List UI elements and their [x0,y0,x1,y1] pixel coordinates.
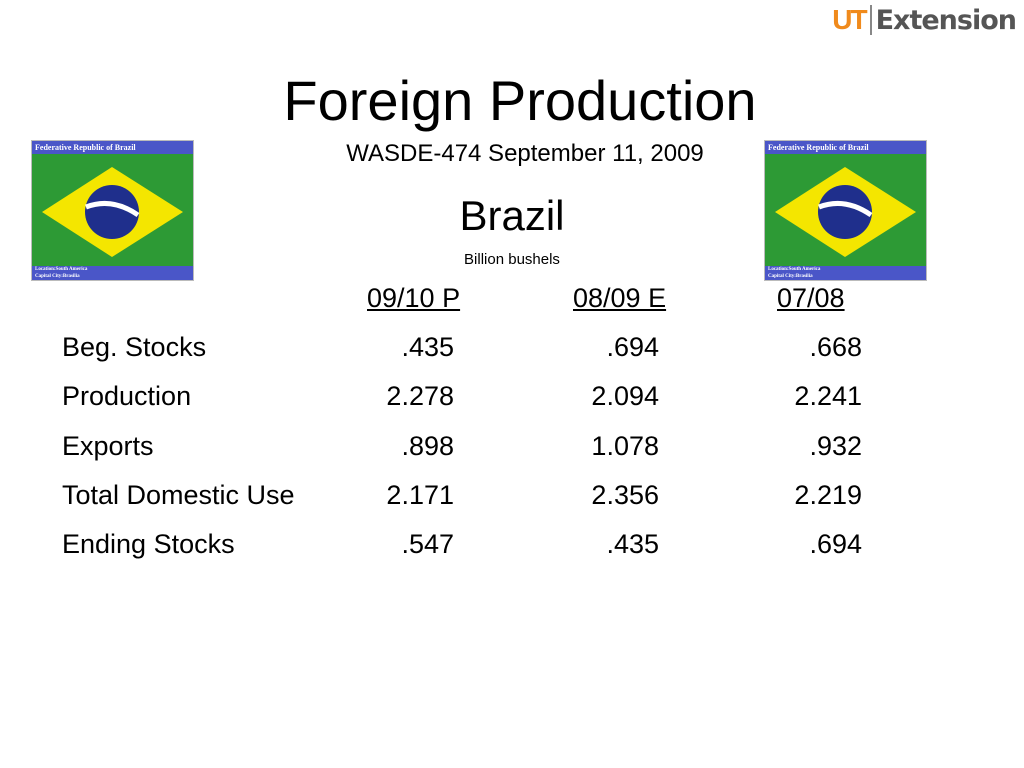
brazil-flag-right: Federative Republic of Brazil Location:S… [764,140,927,281]
table-row: Ending Stocks .547 .435 .694 [62,529,882,569]
table-cell: .547 [401,529,454,559]
table-row: Beg. Stocks .435 .694 .668 [62,332,882,372]
table-row: Total Domestic Use 2.171 2.356 2.219 [62,480,882,520]
flag-header: Federative Republic of Brazil [32,141,193,154]
flag-capital: Capital City:Brasilia [768,274,813,279]
brazil-flag-left: Federative Republic of Brazil Location:S… [31,140,194,281]
brazil-flag-icon [775,167,916,257]
table-cell: .435 [401,332,454,362]
flag-location: Location:South America [35,267,88,272]
row-label: Exports [62,431,154,461]
column-header: 08/09 E [573,283,667,313]
table-cell: 2.356 [591,480,659,510]
column-header: 07/08 [777,283,845,313]
logo-divider [869,5,872,35]
flag-footer: Location:South America Capital City:Bras… [32,266,193,280]
table-cell: 2.094 [591,381,659,411]
table-row: Production 2.278 2.094 2.241 [62,381,882,421]
table-cell: .898 [401,431,454,461]
brazil-flag-icon [42,167,183,257]
flag-header: Federative Republic of Brazil [765,141,926,154]
table-cell: 2.219 [794,480,862,510]
row-label: Beg. Stocks [62,332,207,362]
country-heading: Brazil [459,192,565,239]
table-cell: 1.078 [591,431,659,461]
flag-footer: Location:South America Capital City:Bras… [765,266,926,280]
row-label: Production [62,381,192,411]
table-cell: .668 [809,332,862,362]
table-cell: .694 [809,529,862,559]
row-label: Ending Stocks [62,529,235,559]
table-row: Exports .898 1.078 .932 [62,431,882,471]
ut-logo-mark: UT [832,4,867,35]
table-cell: .435 [606,529,659,559]
table-cell: 2.278 [386,381,454,411]
row-label: Total Domestic Use [62,480,295,510]
ut-extension-logo: UT Extension [832,4,1017,36]
table-header-row: 09/10 P 08/09 E 07/08 [62,283,882,323]
flag-capital: Capital City:Brasilia [35,274,80,279]
slide-title: Foreign Production [283,69,757,132]
column-header: 09/10 P [367,283,461,313]
flag-location: Location:South America [768,267,821,272]
table-cell: 2.171 [386,480,454,510]
slide-subtitle: WASDE-474 September 11, 2009 [346,140,704,167]
table-cell: 2.241 [794,381,862,411]
table-cell: .694 [606,332,659,362]
unit-label: Billion bushels [464,251,560,268]
table-cell: .932 [809,431,862,461]
logo-text: Extension [875,4,1017,36]
